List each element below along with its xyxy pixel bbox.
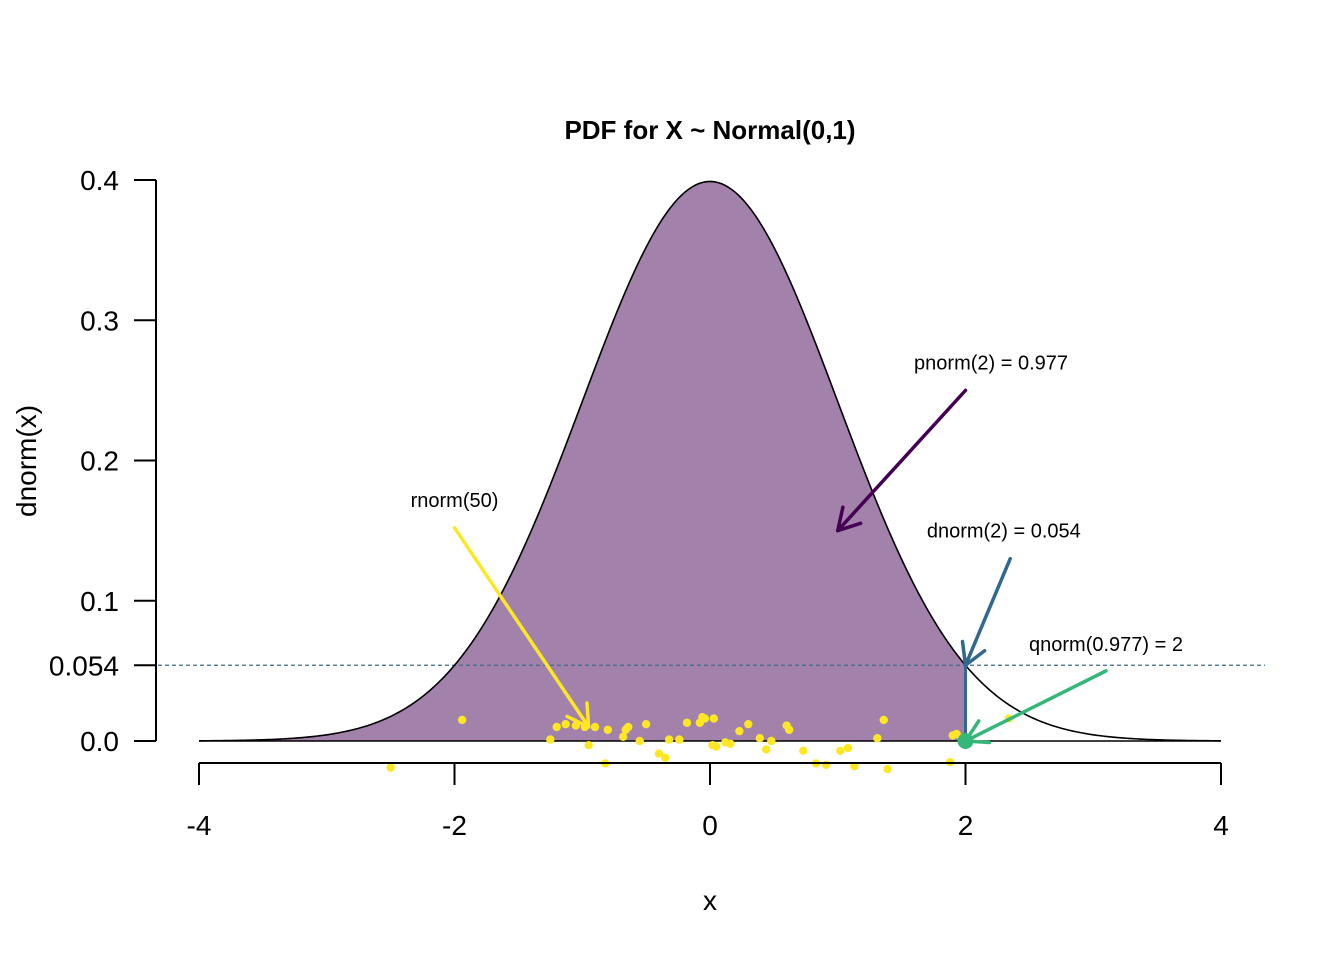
sample-point	[755, 734, 765, 743]
y-tick-label: 0.1	[80, 586, 119, 617]
x-tick-label: 0	[702, 810, 718, 841]
chart-title: PDF for X ~ Normal(0,1)	[564, 115, 855, 145]
annotation-label-0: pnorm(2) = 0.977	[914, 352, 1068, 374]
sample-point	[546, 735, 555, 744]
annotation-arrow-3	[452, 526, 591, 729]
density-curve-layer	[198, 180, 1222, 742]
x-tick-label: 4	[1213, 810, 1229, 841]
y-tick-label: 0.0	[80, 726, 119, 757]
sample-point	[843, 743, 853, 753]
sample-point	[873, 734, 882, 743]
sample-point	[386, 763, 395, 772]
y-tick-label: 0.4	[80, 165, 119, 196]
annotation-label-3: rnorm(50)	[411, 490, 499, 512]
sample-point	[836, 746, 845, 756]
annotation-arrow-1	[960, 556, 1012, 668]
arrow-head	[960, 639, 987, 668]
sample-point	[664, 735, 674, 744]
sample-point	[641, 719, 651, 729]
sample-point	[762, 745, 771, 754]
sample-point	[682, 718, 692, 727]
sample-point	[618, 732, 628, 741]
arrow-head	[963, 719, 992, 745]
sample-point	[883, 764, 892, 774]
sample-point	[799, 746, 808, 756]
arrow-head	[565, 701, 591, 729]
x-tick-label: -2	[442, 810, 467, 841]
sample-point	[879, 715, 888, 725]
arrow-head	[836, 505, 863, 533]
sample-point	[654, 749, 664, 758]
shaded-area-layer	[199, 181, 966, 742]
sample-point	[590, 722, 600, 732]
arrow-shaft	[836, 388, 968, 533]
sample-point	[624, 722, 633, 732]
y-tick-label: 0.2	[80, 446, 119, 477]
sample-point	[785, 725, 794, 734]
arrow-shaft	[963, 669, 1108, 743]
annotation-label-2: qnorm(0.977) = 2	[1029, 634, 1183, 656]
annotation-labels-layer: pnorm(2) = 0.977 dnorm(2) = 0.054 qnorm(0.…	[411, 352, 1183, 656]
arrow-shaft	[963, 556, 1012, 668]
sample-point	[561, 719, 570, 729]
arrow-shaft	[452, 526, 591, 729]
x-tick-label: 2	[958, 810, 974, 841]
x-axis-label: x	[703, 885, 717, 916]
sample-point	[850, 762, 859, 771]
annotation-arrow-2	[963, 669, 1108, 745]
sample-point	[726, 739, 735, 748]
sample-point	[552, 722, 561, 732]
sample-point	[635, 736, 644, 746]
sample-point	[822, 760, 831, 770]
density-curve	[198, 180, 1222, 742]
y-tick-label: 0.054	[49, 650, 119, 681]
y-axis-label: dnorm(x)	[11, 405, 42, 517]
sample-point	[700, 714, 710, 723]
x-tick-label: -4	[187, 810, 212, 841]
annotation-arrows-layer	[452, 388, 1108, 745]
shaded-area-below-2	[199, 181, 966, 742]
sample-point	[712, 742, 721, 751]
sample-point	[457, 715, 467, 725]
sample-point	[584, 741, 593, 750]
annotation-label-1: dnorm(2) = 0.054	[927, 521, 1081, 543]
sample-point	[675, 735, 684, 744]
sample-point	[709, 714, 719, 723]
sample-point	[735, 726, 744, 736]
sample-point	[767, 736, 776, 746]
sample-point	[661, 753, 670, 763]
sample-point	[744, 719, 753, 729]
y-tick-label: 0.3	[80, 305, 119, 336]
sample-point	[603, 725, 612, 734]
annotation-arrow-0	[836, 388, 968, 533]
axes-layer: -4 -2 0 2 4 0.0 0.054 0.1 0.2 0.3 0.4	[49, 165, 1229, 841]
